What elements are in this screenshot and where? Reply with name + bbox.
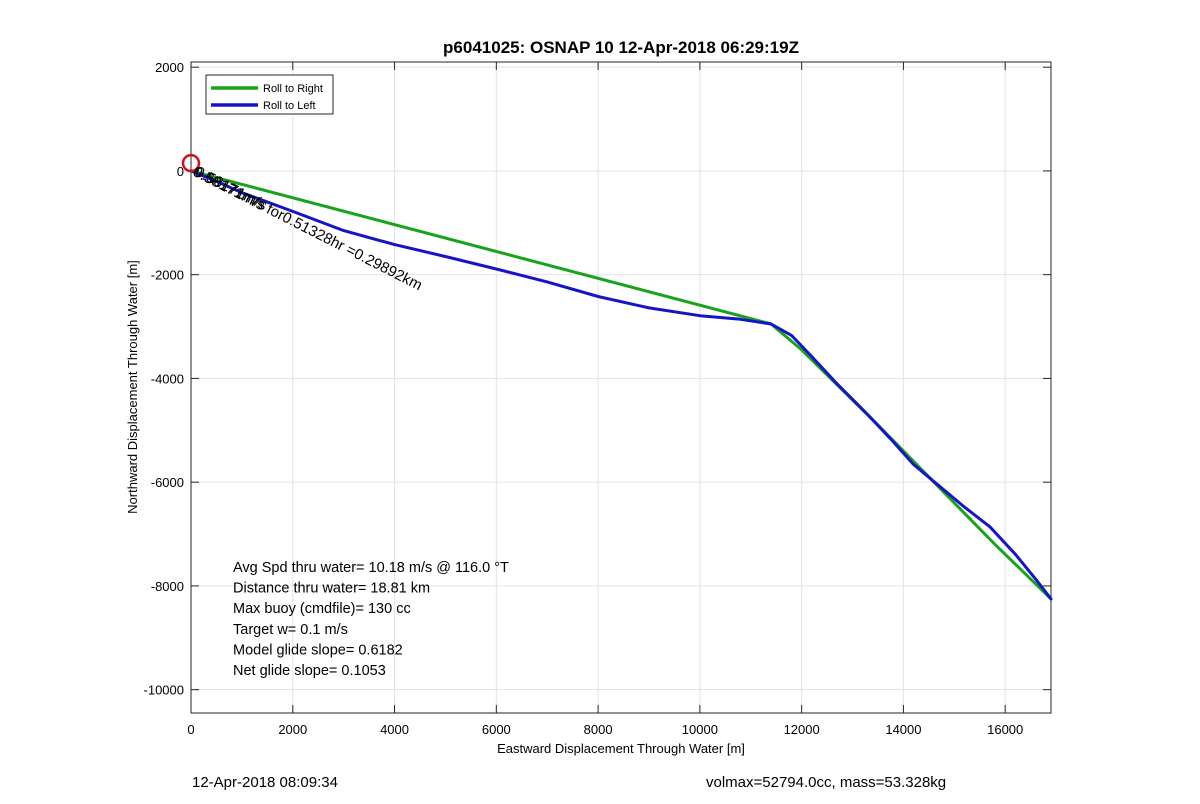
x-tick-label: 14000 (885, 722, 921, 737)
y-tick-label: -10000 (144, 683, 184, 698)
x-tick-label: 2000 (278, 722, 307, 737)
plot-frame (190, 61, 1052, 714)
series-line (189, 169, 1053, 601)
footer-timestamp: 12-Apr-2018 08:09:34 (192, 774, 338, 791)
y-tick-label: -6000 (151, 475, 184, 490)
info-line: Avg Spd thru water= 10.18 m/s @ 116.0 °T (233, 560, 509, 576)
x-tick-label: 0 (187, 722, 194, 737)
x-tick-label: 12000 (784, 722, 820, 737)
x-tick-label: 4000 (380, 722, 409, 737)
annotations: 0.58171m/s0.58171m/s0.58171m/s for0.5132… (181, 153, 425, 294)
x-axis-label: Eastward Displacement Through Water [m] (497, 741, 745, 756)
grid-lines (190, 62, 1051, 713)
info-line: Distance thru water= 18.81 km (233, 581, 430, 597)
info-line: Max buoy (cmdfile)= 130 cc (233, 601, 411, 617)
info-line: Net glide slope= 0.1053 (233, 663, 386, 679)
info-line: Target w= 0.1 m/s (233, 622, 348, 638)
info-box: Avg Spd thru water= 10.18 m/s @ 116.0 °T… (233, 560, 509, 679)
series-layer (189, 169, 1053, 601)
x-tick-label: 8000 (584, 722, 613, 737)
start-marker (181, 153, 201, 173)
chart-title: p6041025: OSNAP 10 12-Apr-2018 06:29:19Z (443, 38, 799, 57)
x-tick-label: 16000 (987, 722, 1023, 737)
x-tick-label: 6000 (482, 722, 511, 737)
info-line: Model glide slope= 0.6182 (233, 642, 403, 658)
legend: Roll to Right Roll to Left (205, 74, 334, 115)
y-axis-label: Northward Displacement Through Water [m] (125, 260, 140, 514)
x-tick-label: 10000 (682, 722, 718, 737)
legend-box (205, 74, 334, 115)
y-tick-label: 2000 (155, 60, 184, 75)
chart: p6041025: OSNAP 10 12-Apr-2018 06:29:19Z… (125, 38, 1053, 756)
legend-label: Roll to Right (263, 83, 323, 95)
y-tick-label: -8000 (151, 579, 184, 594)
y-tick-label: 0 (177, 164, 184, 179)
footer-vol-mass: volmax=52794.0cc, mass=53.328kg (706, 774, 947, 791)
y-tick-label: -2000 (151, 268, 184, 283)
axis-ticks: 0 2000 4000 6000 8000 10000 12000 14000 16000 200… (144, 60, 1051, 737)
y-tick-label: -4000 (151, 371, 184, 386)
legend-label: Roll to Left (263, 100, 316, 112)
